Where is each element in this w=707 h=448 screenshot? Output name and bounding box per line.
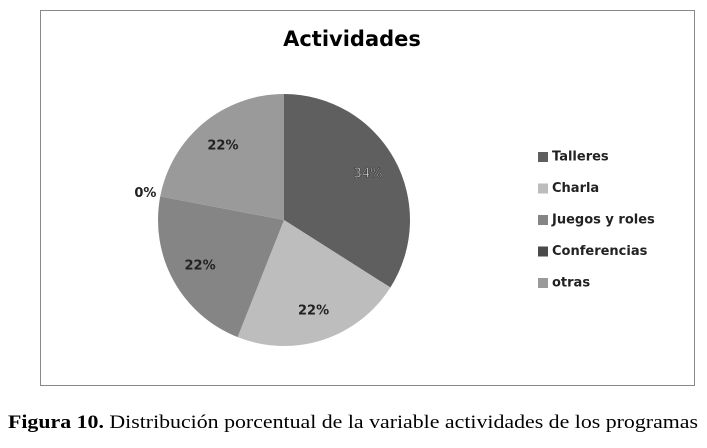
data-label: 22% <box>207 139 238 154</box>
legend-label: Charla <box>552 181 599 196</box>
caption-label: Figura 10. <box>8 412 104 433</box>
pie-slice <box>158 196 284 338</box>
legend-swatch <box>538 183 548 194</box>
legend-swatch <box>538 215 548 225</box>
pie: 34% 22% 22% 0% 22% <box>134 94 411 346</box>
pie-slice <box>284 94 411 288</box>
pie-slice <box>160 94 284 220</box>
legend-label: Talleres <box>552 150 609 165</box>
legend-swatch <box>538 246 548 257</box>
data-label: 0% <box>134 186 156 201</box>
legend-label: Conferencias <box>552 244 648 259</box>
data-label: 22% <box>185 259 216 274</box>
chart-title: Actividades <box>283 27 421 51</box>
caption-text: Distribución porcentual de la variable a… <box>109 412 698 433</box>
data-label: 34% <box>353 166 382 181</box>
legend: Talleres Charla Juegos y roles Conferencias… <box>538 150 655 291</box>
legend-swatch <box>538 152 548 162</box>
caption: Figura 10. Distribución porcentual de la… <box>8 412 698 433</box>
pie-slice <box>237 220 391 346</box>
legend-label: otras <box>552 276 590 291</box>
legend-label: Juegos y roles <box>551 213 655 228</box>
data-label: 22% <box>298 304 329 319</box>
legend-swatch <box>538 278 548 288</box>
